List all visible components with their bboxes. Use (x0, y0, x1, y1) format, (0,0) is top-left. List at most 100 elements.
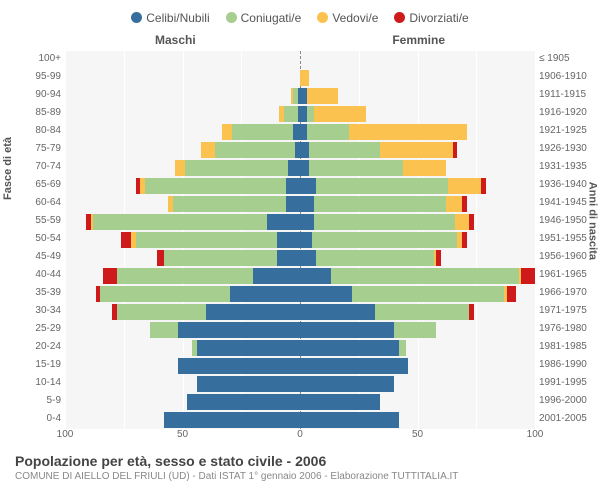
pyramid-row: 5-91996-2000 (65, 393, 535, 411)
year-label: 1941-1945 (539, 197, 593, 208)
year-label: 1991-1995 (539, 377, 593, 388)
year-label: 1931-1935 (539, 161, 593, 172)
year-label: 1986-1990 (539, 359, 593, 370)
bar-segment (121, 232, 130, 248)
bar-segment (307, 106, 314, 122)
bar-segment (164, 412, 300, 428)
pyramid-row: 70-741931-1935 (65, 159, 535, 177)
year-label: 1971-1975 (539, 305, 593, 316)
legend-swatch (131, 12, 142, 23)
bar-segment (277, 250, 301, 266)
bar-segment (173, 196, 286, 212)
bar-segment (314, 196, 446, 212)
year-label: 1976-1980 (539, 323, 593, 334)
male-bar (65, 214, 300, 230)
bar-segment (300, 340, 399, 356)
year-label: 1921-1925 (539, 125, 593, 136)
bar-segment (507, 286, 516, 302)
age-label: 10-14 (23, 377, 61, 388)
female-bar (300, 232, 535, 248)
pyramid-row: 0-42001-2005 (65, 411, 535, 429)
grid-line (535, 51, 536, 429)
male-bar (65, 106, 300, 122)
pyramid-row: 60-641941-1945 (65, 195, 535, 213)
label-male: Maschi (155, 33, 196, 47)
pyramid-row: 75-791926-1930 (65, 141, 535, 159)
male-bar (65, 52, 300, 68)
x-tick: 0 (297, 429, 303, 440)
year-label: 1906-1910 (539, 71, 593, 82)
bar-segment (307, 88, 338, 104)
x-axis: 10050050100 (65, 429, 535, 447)
age-label: 80-84 (23, 125, 61, 136)
bar-segment (103, 268, 117, 284)
age-label: 15-19 (23, 359, 61, 370)
age-label: 5-9 (23, 395, 61, 406)
bar-segment (164, 250, 277, 266)
bar-segment (185, 160, 288, 176)
gender-labels: Maschi Femmine (15, 33, 585, 51)
bar-segment (286, 196, 300, 212)
year-label: 1956-1960 (539, 251, 593, 262)
year-label: 1996-2000 (539, 395, 593, 406)
female-bar (300, 412, 535, 428)
male-bar (65, 178, 300, 194)
bar-segment (312, 232, 458, 248)
bar-segment (206, 304, 300, 320)
legend-label: Divorziati/e (409, 11, 468, 25)
male-bar (65, 160, 300, 176)
female-bar (300, 376, 535, 392)
female-bar (300, 178, 535, 194)
bar-segment (93, 214, 267, 230)
male-bar (65, 268, 300, 284)
label-female: Femmine (392, 33, 445, 47)
bar-segment (300, 358, 408, 374)
male-bar (65, 340, 300, 356)
age-label: 50-54 (23, 233, 61, 244)
bar-segment (300, 412, 399, 428)
bar-segment (293, 124, 300, 140)
male-bar (65, 322, 300, 338)
bar-segment (136, 232, 277, 248)
male-bar (65, 394, 300, 410)
age-label: 25-29 (23, 323, 61, 334)
bar-segment (178, 358, 300, 374)
bar-segment (117, 268, 253, 284)
female-bar (300, 142, 535, 158)
bar-segment (469, 214, 474, 230)
age-label: 65-69 (23, 179, 61, 190)
legend-item: Divorziati/e (394, 10, 468, 25)
pyramid-row: 45-491956-1960 (65, 249, 535, 267)
age-label: 40-44 (23, 269, 61, 280)
bar-segment (284, 106, 298, 122)
male-bar (65, 196, 300, 212)
bar-segment (300, 304, 375, 320)
bar-segment (150, 322, 178, 338)
bar-segment (300, 160, 309, 176)
age-label: 75-79 (23, 143, 61, 154)
year-label: 1981-1985 (539, 341, 593, 352)
bar-segment (469, 304, 474, 320)
legend-label: Coniugati/e (241, 11, 302, 25)
bar-segment (300, 286, 352, 302)
age-label: 60-64 (23, 197, 61, 208)
male-bar (65, 88, 300, 104)
legend: Celibi/NubiliConiugati/eVedovi/eDivorzia… (15, 10, 585, 25)
year-label: 1916-1920 (539, 107, 593, 118)
bar-segment (314, 214, 455, 230)
year-label: ≤ 1905 (539, 53, 593, 64)
bar-segment (300, 394, 380, 410)
bar-segment (462, 232, 467, 248)
age-label: 30-34 (23, 305, 61, 316)
male-bar (65, 304, 300, 320)
female-bar (300, 340, 535, 356)
pyramid-row: 95-991906-1910 (65, 69, 535, 87)
bar-segment (375, 304, 469, 320)
bar-segment (453, 142, 458, 158)
x-tick: 50 (412, 429, 423, 440)
female-bar (300, 322, 535, 338)
bar-segment (352, 286, 505, 302)
bar-segment (215, 142, 295, 158)
age-label: 95-99 (23, 71, 61, 82)
bar-segment (314, 106, 366, 122)
